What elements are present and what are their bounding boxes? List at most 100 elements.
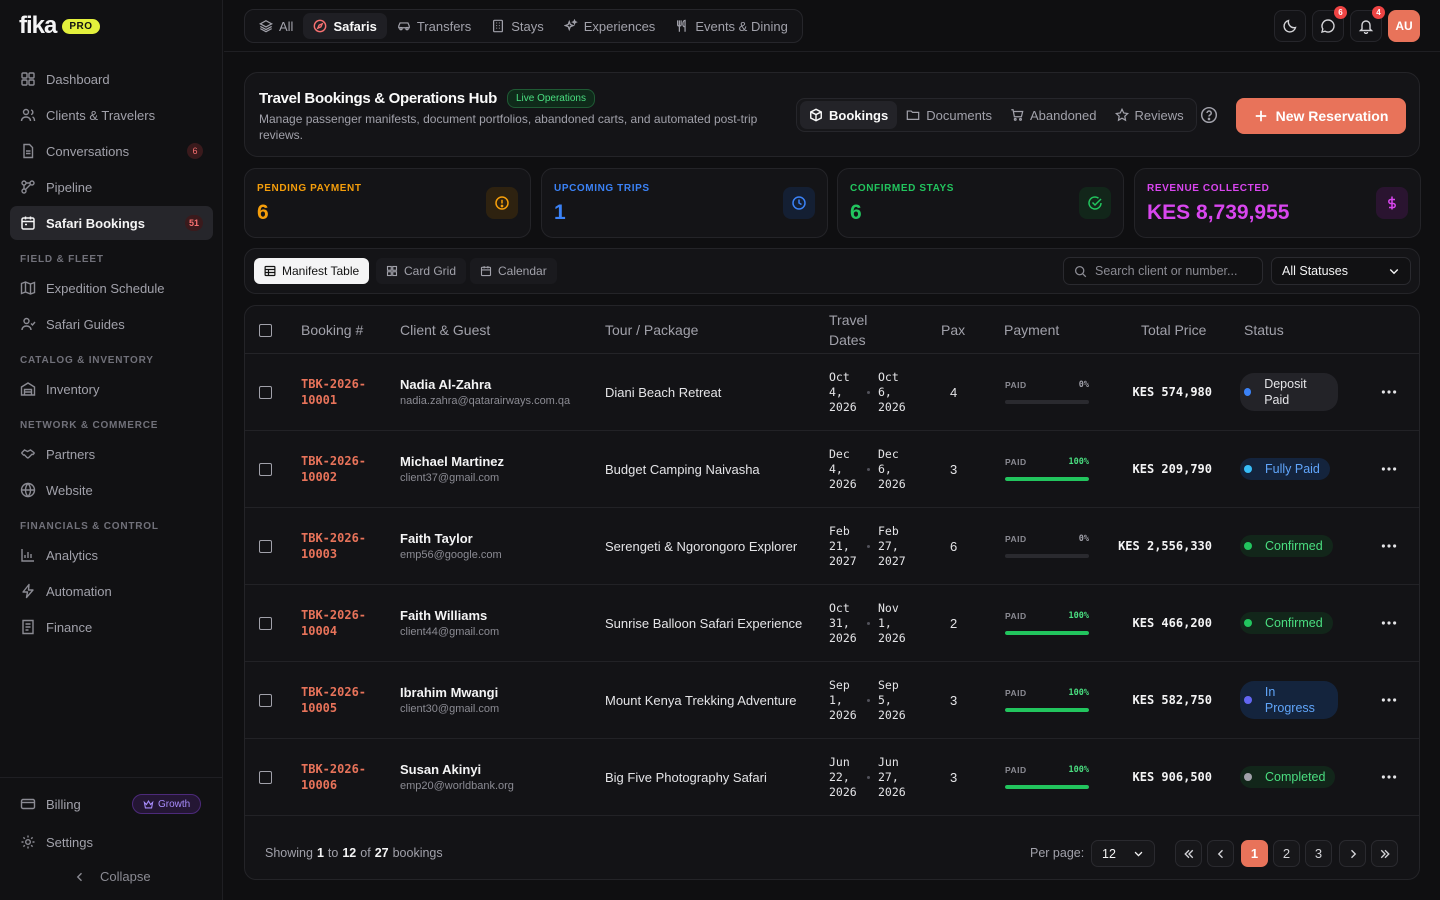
view-calendar[interactable]: Calendar: [470, 258, 557, 284]
next-page-button[interactable]: [1339, 840, 1366, 867]
col-booking[interactable]: Booking #: [301, 322, 364, 338]
payment-info: PAID 100%: [1005, 611, 1089, 621]
price-cell: KES 2,556,330: [1118, 508, 1212, 584]
tab-all[interactable]: All: [249, 13, 303, 39]
row-checkbox[interactable]: [259, 462, 272, 476]
layers-icon: [259, 20, 273, 33]
moon-icon: [1283, 19, 1297, 33]
brand-logo[interactable]: fika PRO: [19, 12, 100, 40]
table-row[interactable]: TBK-2026-10005 Ibrahim Mwangi client30@gma…: [245, 662, 1419, 739]
booking-id[interactable]: TBK-2026-10002: [301, 454, 367, 484]
status-badge[interactable]: Completed: [1240, 766, 1336, 788]
per-page-select[interactable]: 12: [1091, 840, 1155, 867]
status-badge[interactable]: In Progress: [1240, 681, 1338, 719]
sidebar-item-label: Settings: [46, 834, 93, 850]
more-horizontal-icon[interactable]: [1380, 691, 1398, 709]
payment-progress-bar: [1005, 477, 1089, 481]
sidebar-item-label: Inventory: [46, 381, 100, 397]
sparkles-icon: [563, 19, 578, 32]
collapse-button[interactable]: Collapse: [74, 869, 151, 884]
row-checkbox[interactable]: [259, 539, 272, 553]
header-tabs: Bookings Documents Abandoned Reviews: [796, 98, 1197, 132]
col-tour[interactable]: Tour / Package: [605, 322, 699, 338]
sidebar-item-automation[interactable]: Automation: [10, 575, 213, 607]
sidebar-item-dashboard[interactable]: Dashboard: [10, 63, 213, 95]
booking-id[interactable]: TBK-2026-10003: [301, 531, 367, 561]
status-badge[interactable]: Confirmed: [1240, 612, 1333, 634]
row-checkbox[interactable]: [259, 385, 272, 399]
notifications-button[interactable]: 4: [1350, 6, 1385, 42]
client-email: emp56@google.com: [400, 549, 502, 561]
row-checkbox[interactable]: [259, 693, 272, 707]
sidebar-item-analytics[interactable]: Analytics: [10, 539, 213, 571]
col-status[interactable]: Status: [1244, 322, 1284, 338]
search-input[interactable]: Search client or number...: [1063, 257, 1263, 285]
view-manifest-table[interactable]: Manifest Table: [254, 258, 370, 284]
tab-documents[interactable]: Documents: [897, 101, 1001, 129]
more-horizontal-icon[interactable]: [1380, 768, 1398, 786]
status-badge[interactable]: Fully Paid: [1240, 458, 1330, 480]
status-badge[interactable]: Confirmed: [1240, 535, 1333, 557]
prev-page-button[interactable]: [1207, 840, 1234, 867]
tab-experiences[interactable]: Experiences: [554, 13, 666, 39]
col-price[interactable]: Total Price: [1141, 322, 1207, 338]
avatar[interactable]: AU: [1388, 10, 1420, 42]
sidebar-item-clients[interactable]: Clients & Travelers: [10, 99, 213, 131]
sidebar-item-safari-bookings[interactable]: Safari Bookings 51: [10, 206, 213, 240]
row-checkbox[interactable]: [259, 770, 272, 784]
sidebar-item-label: Conversations: [46, 143, 130, 159]
sidebar-item-pipeline[interactable]: Pipeline: [10, 171, 213, 203]
paid-percent: 100%: [1068, 765, 1089, 775]
status-filter-select[interactable]: All Statuses: [1271, 257, 1411, 285]
sidebar-item-partners[interactable]: Partners: [10, 438, 213, 470]
booking-id[interactable]: TBK-2026-10001: [301, 377, 367, 407]
booking-id[interactable]: TBK-2026-10004: [301, 608, 367, 638]
select-all-checkbox[interactable]: [259, 323, 272, 337]
booking-id[interactable]: TBK-2026-10005: [301, 685, 367, 715]
sidebar-item-inventory[interactable]: Inventory: [10, 373, 213, 405]
page-button-1[interactable]: 1: [1241, 840, 1268, 867]
sidebar-item-finance[interactable]: Finance: [10, 611, 213, 643]
row-checkbox[interactable]: [259, 616, 272, 630]
view-card-grid[interactable]: Card Grid: [376, 258, 467, 284]
tab-safaris[interactable]: Safaris: [303, 13, 387, 39]
tab-transfers[interactable]: Transfers: [387, 13, 481, 39]
plan-badge[interactable]: Growth: [132, 794, 202, 814]
search-placeholder: Search client or number...: [1095, 264, 1238, 278]
new-reservation-button[interactable]: New Reservation: [1236, 98, 1406, 134]
tab-abandoned[interactable]: Abandoned: [1001, 101, 1106, 129]
col-payment[interactable]: Payment: [1004, 322, 1060, 338]
messages-button[interactable]: 6: [1312, 6, 1347, 42]
last-page-button[interactable]: [1371, 840, 1398, 867]
sidebar-item-billing[interactable]: Billing: [10, 788, 213, 820]
page-button-2[interactable]: 2: [1273, 840, 1300, 867]
tab-reviews[interactable]: Reviews: [1106, 101, 1193, 129]
first-page-button[interactable]: [1175, 840, 1202, 867]
table-row[interactable]: TBK-2026-10004 Faith Williams client44@gma…: [245, 585, 1419, 662]
sidebar-item-expedition-schedule[interactable]: Expedition Schedule: [10, 272, 213, 304]
table-row[interactable]: TBK-2026-10001 Nadia Al-Zahra nadia.zahra@…: [245, 354, 1419, 431]
sidebar-item-settings[interactable]: Settings: [10, 826, 213, 858]
theme-toggle-button[interactable]: [1274, 10, 1306, 42]
status-badge[interactable]: Deposit Paid: [1240, 373, 1338, 411]
more-horizontal-icon[interactable]: [1380, 383, 1398, 401]
more-horizontal-icon[interactable]: [1380, 537, 1398, 555]
tab-events-dining[interactable]: Events & Dining: [665, 13, 798, 39]
more-horizontal-icon[interactable]: [1380, 614, 1398, 632]
table-row[interactable]: TBK-2026-10006 Susan Akinyi emp20@worldban…: [245, 739, 1419, 816]
table-row[interactable]: TBK-2026-10003 Faith Taylor emp56@google.c…: [245, 508, 1419, 585]
more-horizontal-icon[interactable]: [1380, 460, 1398, 478]
sidebar-item-website[interactable]: Website: [10, 474, 213, 506]
page-button-3[interactable]: 3: [1305, 840, 1332, 867]
payment-cell: PAID 100%: [1005, 585, 1089, 661]
tab-bookings[interactable]: Bookings: [800, 101, 898, 129]
help-icon[interactable]: [1200, 106, 1218, 124]
col-client[interactable]: Client & Guest: [400, 322, 491, 338]
booking-id[interactable]: TBK-2026-10006: [301, 762, 367, 792]
col-pax[interactable]: Pax: [941, 322, 966, 338]
sidebar-item-conversations[interactable]: Conversations 6: [10, 135, 213, 167]
table-row[interactable]: TBK-2026-10002 Michael Martinez client37@g…: [245, 431, 1419, 508]
sidebar-item-safari-guides[interactable]: Safari Guides: [10, 308, 213, 340]
tab-stays[interactable]: Stays: [481, 13, 554, 39]
col-dates[interactable]: Travel Dates: [829, 312, 868, 348]
